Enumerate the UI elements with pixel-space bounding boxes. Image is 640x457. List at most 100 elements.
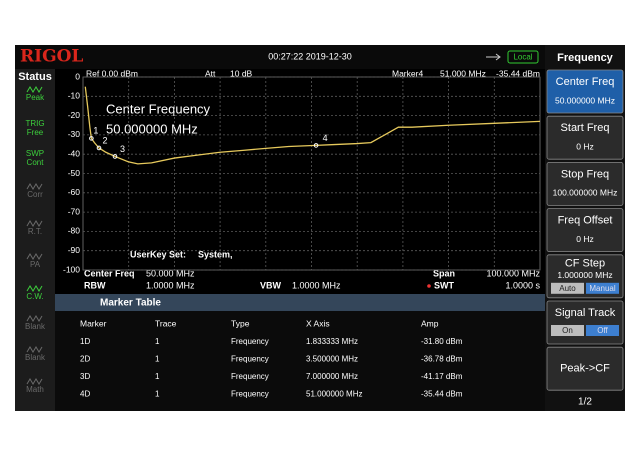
local-mode: Local [513,53,532,62]
marker-label: 2 [102,135,107,145]
marker [89,136,94,141]
table-cell: -35.44 dBm [421,390,463,399]
table-header: Amp [421,318,439,328]
overlay-line2: 50.000000 MHz [106,121,198,136]
table-cell: 51.000000 MHz [306,390,362,399]
table-cell: 4D [80,390,90,399]
menu-option[interactable] [551,282,584,294]
menu-option-label: Off [597,326,608,335]
marker [313,143,319,148]
table-cell: 1D [80,337,90,346]
y-tick-label: -90 [68,245,81,255]
marker [96,145,102,151]
status-title: Status [18,71,52,83]
table-cell: 7.000000 MHz [306,372,358,381]
table-cell: Frequency [231,355,269,364]
menu-button-label: Stop Freq [561,168,609,180]
table-title: Marker Table [100,298,161,309]
table-cell: 3D [80,372,90,381]
ref-level: Ref 0.00 dBm [86,68,138,78]
status-icon [26,378,43,385]
y-tick-label: -70 [68,206,81,216]
table-header: Marker [80,318,107,328]
status-label: Blank [25,353,46,362]
menu-option[interactable] [586,325,619,336]
marker-label: 1 [93,126,98,136]
swt-indicator [427,284,431,288]
menu-button-label: Peak->CF [560,363,610,375]
menu-button[interactable] [546,115,624,160]
y-tick-label: -20 [68,110,81,120]
menu-page: 1/2 [578,397,592,408]
table-header: Type [231,318,250,328]
menu-option-label: Auto [559,284,576,293]
status-label: PA [30,260,41,269]
table-cell: -31.80 dBm [421,337,463,346]
usb-icon [486,53,501,61]
marker-freq: 51.000 MHz [440,68,486,78]
marker-amp: -35.44 dBm [496,68,540,78]
status-label: C.W. [26,292,43,301]
table-cell: 1.833333 MHz [306,337,358,346]
overlay-line1: Center Frequency [106,101,211,116]
table-cell: 1 [155,355,160,364]
rbw-value: 1.0000 MHz [146,280,195,290]
marker-label: 4 [323,133,328,143]
status-label: Peak [26,93,45,102]
marker [112,154,118,159]
top-bar [15,45,545,69]
status-label: Blank [25,322,46,331]
menu-option-label: On [562,326,573,335]
datetime: 00:27:22 2019-12-30 [268,51,352,61]
swt-value: 1.0000 s [505,280,540,290]
userkey-label: UserKey Set: [130,249,186,259]
table-cell: -36.78 dBm [421,355,463,364]
swt-label: SWT [434,280,454,290]
menu-button-value: 0 Hz [576,234,593,244]
menu-button[interactable] [546,161,624,206]
local-box [507,50,539,64]
status-label: Cont [27,158,45,167]
center-value: 50.000 MHz [146,268,195,278]
userkey-value: System, [198,249,233,259]
status-label: Corr [27,190,43,199]
att-label: Att [205,68,216,78]
menu-button-label: Start Freq [561,122,610,134]
menu-button-label: CF Step [565,258,605,270]
y-tick-label: -30 [68,129,81,139]
menu-button-value: 1.000000 MHz [557,270,612,280]
menu-option-label: Manual [589,284,615,293]
status-icon [26,183,43,190]
table-cell: 3.500000 MHz [306,355,358,364]
center-label: Center Freq [84,268,135,278]
table-title-bar [55,294,545,311]
status-label: Free [27,128,44,137]
y-tick-label: 0 [75,71,80,81]
menu-option[interactable] [586,282,619,294]
y-tick-label: -100 [63,264,80,274]
menu-button-value: 50.000000 MHz [555,95,615,105]
status-label: Math [26,385,44,394]
table-header: Trace [155,318,177,328]
status-icon [26,220,43,227]
menu-button[interactable] [546,69,624,114]
status-panel [15,69,55,411]
status-icon [26,86,43,93]
menu-title: Frequency [557,52,614,64]
menu-option[interactable] [551,325,584,336]
status-icon [26,315,43,322]
span-value: 100.000 MHz [486,268,540,278]
status-label: TRIG [25,119,44,128]
table-cell: Frequency [231,372,269,381]
table-cell: Frequency [231,337,269,346]
att-value: 10 dB [230,68,253,78]
marker-label: 3 [120,144,125,154]
table-cell: -41.17 dBm [421,372,463,381]
menu-button-value: 100.000000 MHz [553,188,618,198]
status-icon [26,346,43,353]
menu-button[interactable] [546,346,624,391]
menu-button[interactable] [546,208,624,253]
status-label: R.T. [28,227,42,236]
vbw-value: 1.0000 MHz [292,280,341,290]
